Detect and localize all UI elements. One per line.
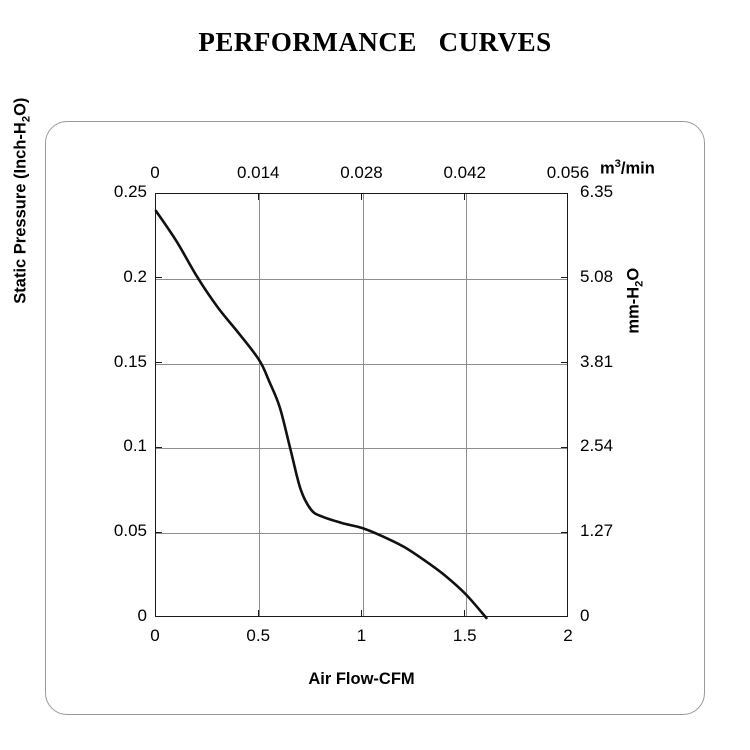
tick-label-bottom: 0.5 <box>246 626 271 645</box>
tick-label-right: 1.27 <box>580 521 614 541</box>
top-axis-title-suffix: /min <box>620 159 655 178</box>
tick-top <box>257 193 259 200</box>
tick-top <box>360 193 363 200</box>
tick-label-bottom: 1 <box>356 626 367 645</box>
tick-right <box>561 361 568 364</box>
tick-label-right: 2.54 <box>580 436 614 456</box>
left-axis-title: Static Pressure (Inch-H2O) <box>11 51 32 351</box>
performance-curve <box>154 209 488 620</box>
tick-label-left: 0 <box>137 606 147 625</box>
tick-label-right: 6.35 <box>580 182 614 201</box>
gridline-vertical <box>465 194 467 616</box>
tick-bottom <box>360 610 363 617</box>
right-axis-title-prefix: mm-H <box>624 286 643 334</box>
gridline-horizontal <box>156 533 567 535</box>
tick-label-left: 0.25 <box>113 182 147 201</box>
tick-label-top: 0.042 <box>443 163 487 182</box>
gridline-horizontal <box>156 278 567 280</box>
tick-top <box>464 193 466 200</box>
tick-left <box>155 361 162 364</box>
tick-label-top: 0 <box>150 163 160 182</box>
tick-right <box>561 446 568 449</box>
tick-label-left: 0.05 <box>113 521 147 541</box>
tick-bottom <box>257 610 259 617</box>
tick-label-right: 0 <box>580 606 590 625</box>
tick-label-top: 0.028 <box>340 163 383 182</box>
top-axis-title-superscript: 3 <box>614 158 621 170</box>
gridline-horizontal <box>156 363 567 365</box>
tick-right <box>561 531 568 533</box>
tick-label-bottom: 2 <box>563 626 573 645</box>
gridline-horizontal <box>156 448 567 450</box>
tick-left <box>155 446 162 449</box>
tick-label-top: 0.056 <box>546 163 590 182</box>
tick-right <box>561 277 568 279</box>
tick-label-right: 3.81 <box>580 351 614 371</box>
gridline-vertical <box>259 194 261 616</box>
top-axis-title: m3/min <box>600 158 655 179</box>
top-axis-title-prefix: m <box>600 159 615 178</box>
page-title: PERFORMANCE CURVES <box>198 27 552 57</box>
tick-label-bottom: 1.5 <box>452 626 477 645</box>
tick-label-left: 0.15 <box>113 351 147 371</box>
right-axis-title: mm-H2O <box>624 231 645 371</box>
tick-label-bottom: 0 <box>150 626 160 645</box>
tick-left <box>155 277 162 279</box>
tick-label-left: 0.2 <box>123 266 147 286</box>
left-axis-title-subscript: 2 <box>20 115 33 123</box>
tick-left <box>155 531 162 533</box>
plot-area <box>154 193 568 620</box>
gridline-vertical <box>362 194 364 616</box>
tick-label-left: 0.1 <box>123 436 147 456</box>
tick-bottom <box>464 610 466 617</box>
tick-label-right: 5.08 <box>580 266 614 286</box>
left-axis-title-prefix: Static Pressure (Inch-H <box>11 122 30 304</box>
bottom-axis-title: Air Flow-CFM <box>308 670 415 688</box>
tick-label-top: 0.014 <box>236 163 280 182</box>
left-axis-title-suffix: O) <box>11 97 30 116</box>
